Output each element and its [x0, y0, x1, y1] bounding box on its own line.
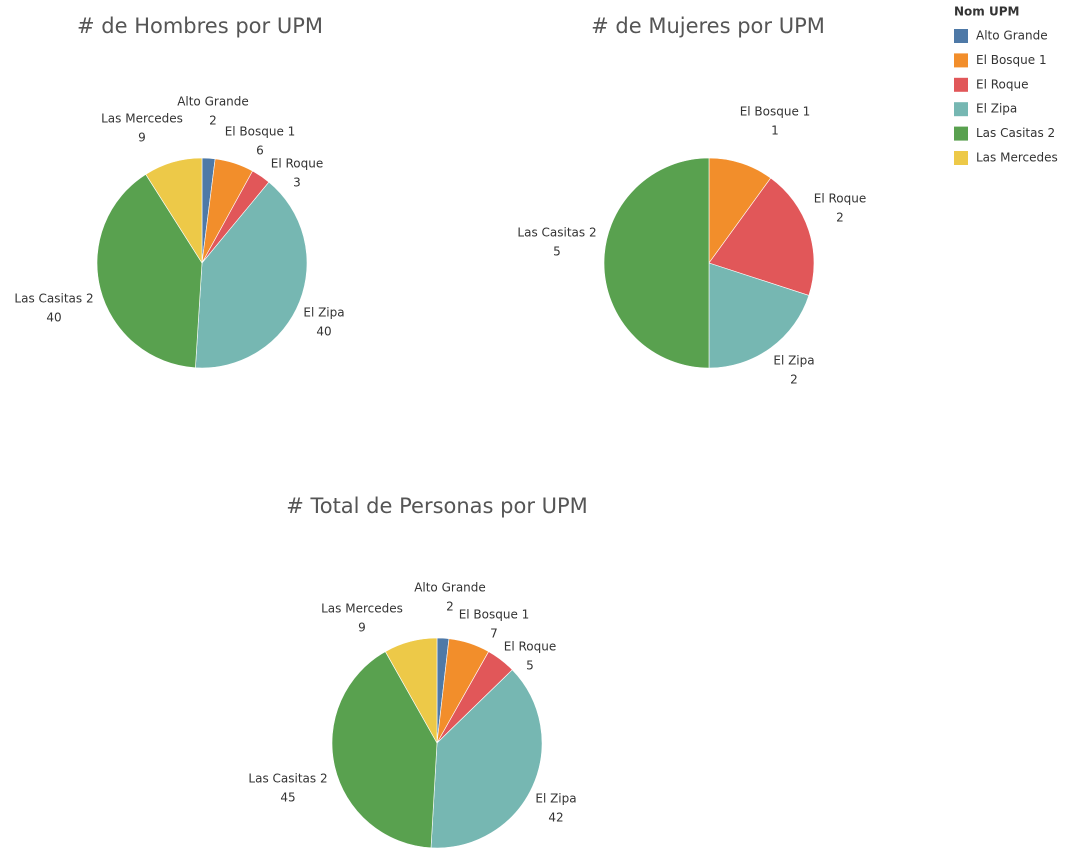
chart-title: # de Mujeres por UPM [591, 14, 825, 38]
slice-label: El Zipa [773, 354, 814, 368]
slice-value: 1 [771, 124, 779, 138]
slice-label: Alto Grande [177, 95, 249, 109]
slice-value: 2 [836, 211, 844, 225]
pie-slice [195, 181, 308, 369]
slice-value: 40 [316, 325, 331, 339]
slice-value: 3 [293, 176, 301, 190]
legend-swatch [954, 126, 968, 141]
pie-slice [708, 262, 810, 369]
slice-label: El Roque [271, 157, 323, 171]
slice-label: Las Mercedes [101, 112, 183, 126]
slice-value: 40 [46, 311, 61, 325]
slice-label: Las Casitas 2 [14, 292, 93, 306]
pie-slice [145, 157, 203, 265]
slice-value: 42 [548, 811, 563, 825]
slice-label: Las Casitas 2 [248, 772, 327, 786]
slice-label: Las Mercedes [321, 602, 403, 616]
slice-value: 9 [138, 131, 146, 145]
slice-value: 45 [280, 791, 295, 805]
slice-value: 2 [209, 114, 217, 128]
slice-label: Las Casitas 2 [517, 226, 596, 240]
legend-label: El Zipa [976, 102, 1017, 116]
slice-label: El Bosque 1 [740, 105, 811, 119]
pie-slice [430, 669, 543, 848]
legend-swatch [954, 151, 968, 165]
pie-slice [603, 157, 710, 369]
pie-slice [96, 173, 203, 369]
legend-swatch [954, 102, 968, 117]
legend-label: Las Mercedes [976, 151, 1058, 165]
chart-title: # Total de Personas por UPM [286, 494, 588, 518]
legend-label: Las Casitas 2 [976, 126, 1055, 140]
slice-label: Alto Grande [414, 581, 486, 595]
legend-label: El Bosque 1 [976, 53, 1047, 67]
legend-label: El Roque [976, 77, 1028, 91]
pie-slice [708, 177, 815, 296]
slice-value: 6 [256, 144, 264, 158]
chart-title: # de Hombres por UPM [77, 14, 323, 38]
pie-slice [384, 637, 438, 745]
slice-value: 9 [358, 621, 366, 635]
legend-swatch [954, 77, 968, 92]
legend-swatch [954, 53, 968, 68]
legend-label: Alto Grande [976, 29, 1048, 43]
pie-slice [331, 651, 438, 848]
slice-value: 5 [553, 245, 561, 259]
slice-value: 2 [790, 373, 798, 387]
slice-value: 7 [490, 627, 498, 641]
slice-label: El Roque [814, 192, 866, 206]
legend-title: Nom UPM [954, 5, 1019, 19]
slice-label: El Zipa [535, 792, 576, 806]
slice-label: El Roque [504, 640, 556, 654]
slice-label: El Bosque 1 [225, 125, 296, 139]
slice-value: 2 [446, 600, 454, 614]
legend-swatch [954, 29, 968, 43]
slice-value: 5 [526, 659, 534, 673]
slice-label: El Bosque 1 [459, 608, 530, 622]
slice-label: El Zipa [303, 306, 344, 320]
